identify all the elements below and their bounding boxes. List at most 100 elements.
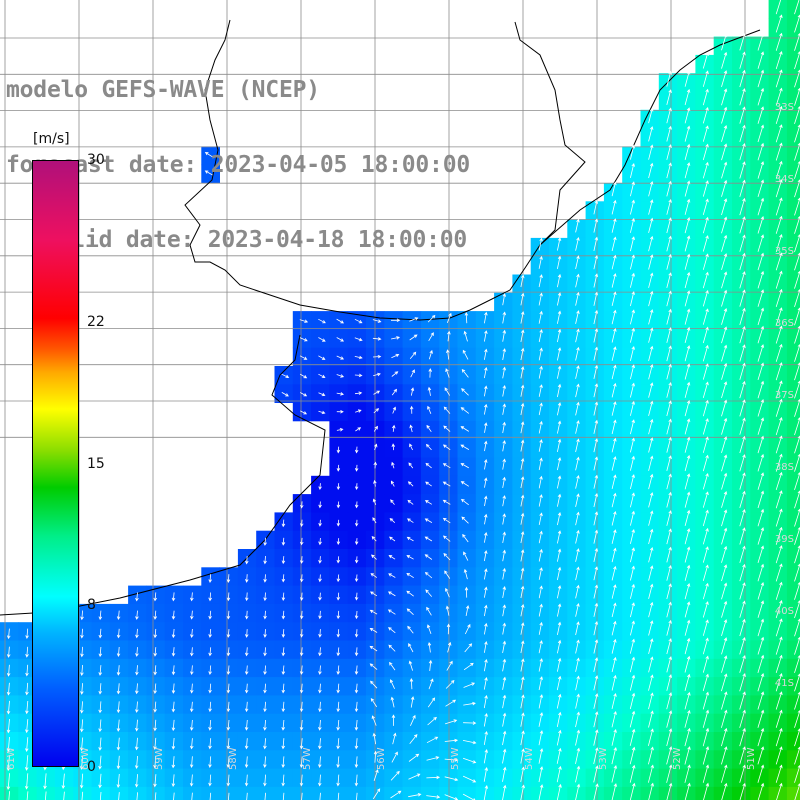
wind-arrow: [387, 609, 396, 615]
wind-arrow: [538, 255, 543, 269]
wind-arrow: [794, 691, 800, 710]
wind-arrow: [684, 764, 691, 783]
wind-arrow: [630, 455, 635, 471]
wind-arrow: [208, 665, 212, 676]
wind-arrow: [389, 679, 395, 689]
wind-arrow: [648, 674, 654, 691]
wind-cell: [786, 695, 800, 715]
wind-arrow: [299, 647, 304, 657]
wind-cell: [750, 786, 769, 800]
wind-cell: [384, 786, 403, 800]
wind-arrow: [556, 693, 562, 709]
wind-arrow: [388, 573, 396, 578]
wind-cell: [786, 549, 800, 568]
wind-arrow: [354, 464, 359, 472]
wind-arrow: [80, 610, 84, 621]
wind-cell: [786, 219, 800, 239]
wind-arrow: [442, 517, 451, 524]
wind-arrow: [483, 477, 488, 488]
wind-arrow: [409, 443, 413, 451]
wind-arrow: [354, 483, 359, 491]
wind-arrow: [739, 582, 746, 600]
wind-arrow: [684, 782, 691, 800]
wind-arrow: [593, 711, 599, 728]
wind-arrow: [757, 453, 765, 472]
wind-arrow: [407, 499, 414, 505]
wind-arrow: [666, 363, 672, 380]
wind-arrow: [629, 764, 636, 783]
wind-arrow: [775, 234, 783, 253]
wind-arrow: [442, 481, 451, 487]
wind-arrow: [483, 440, 488, 452]
wind-cell: [786, 18, 800, 37]
wind-arrow: [666, 235, 672, 252]
wind-cell: [402, 786, 422, 800]
wind-arrow: [702, 727, 710, 747]
wind-arrow: [134, 774, 139, 788]
wind-cell: [786, 201, 800, 220]
wind-arrow: [116, 683, 121, 695]
title-model: modelo GEFS-WAVE (NCEP): [6, 77, 320, 103]
wind-arrow: [593, 218, 599, 233]
wind-arrow: [428, 678, 434, 690]
wind-arrow: [502, 476, 506, 488]
wind-arrow: [666, 782, 673, 800]
wind-arrow: [684, 363, 691, 380]
wind-arrow: [484, 586, 488, 598]
wind-arrow: [502, 384, 506, 397]
wind-arrow: [356, 792, 358, 800]
wind-arrow: [611, 382, 617, 398]
wind-arrow: [520, 531, 525, 544]
wind-arrow: [336, 337, 345, 342]
wind-arrow: [263, 629, 267, 638]
wind-arrow: [442, 463, 451, 469]
wind-arrow: [739, 252, 746, 271]
wind-arrow: [408, 753, 420, 762]
wind-arrow: [116, 701, 121, 714]
wind-arrow: [702, 107, 709, 124]
wind-arrow: [318, 647, 322, 657]
wind-arrow: [483, 495, 488, 507]
wind-arrow: [684, 418, 691, 435]
wind-arrow: [721, 33, 728, 51]
wind-arrow: [388, 644, 396, 652]
wind-arrow: [407, 481, 414, 487]
wind-arrow: [443, 553, 451, 561]
wind-arrow: [244, 665, 249, 675]
wind-arrow: [630, 309, 635, 325]
wind-cell: [786, 73, 800, 92]
coastline-argentina: [0, 334, 326, 616]
wind-arrow: [575, 747, 581, 764]
wind-cell: [786, 567, 800, 586]
wind-arrow: [794, 106, 800, 125]
wind-arrow: [757, 215, 765, 234]
wind-arrow: [775, 764, 783, 783]
wind-arrow: [502, 658, 507, 672]
wind-arrow: [191, 792, 193, 800]
wind-arrow: [461, 516, 469, 524]
wind-arrow: [666, 381, 672, 398]
wind-arrow: [557, 255, 562, 269]
wind-arrow: [391, 714, 396, 726]
wind-arrow: [460, 426, 470, 432]
wind-arrow: [611, 364, 617, 380]
wind-cell: [786, 274, 800, 294]
wind-arrow: [318, 719, 322, 731]
wind-cell: [786, 146, 800, 166]
wind-arrow: [318, 373, 326, 378]
wind-cell: [786, 439, 800, 458]
wind-arrow: [263, 555, 267, 565]
wind-arrow: [794, 51, 800, 70]
wind-arrow: [484, 622, 488, 635]
wind-arrow: [244, 629, 249, 638]
colorbar: [32, 160, 79, 767]
wind-arrow: [299, 774, 304, 787]
wind-arrow: [629, 710, 636, 728]
wind-arrow: [300, 501, 304, 509]
wind-arrow: [648, 144, 654, 160]
wind-arrow: [446, 349, 450, 360]
wind-arrow: [264, 792, 266, 800]
wind-arrow: [98, 646, 103, 658]
wind-arrow: [464, 311, 469, 324]
wind-cell: [786, 183, 800, 202]
